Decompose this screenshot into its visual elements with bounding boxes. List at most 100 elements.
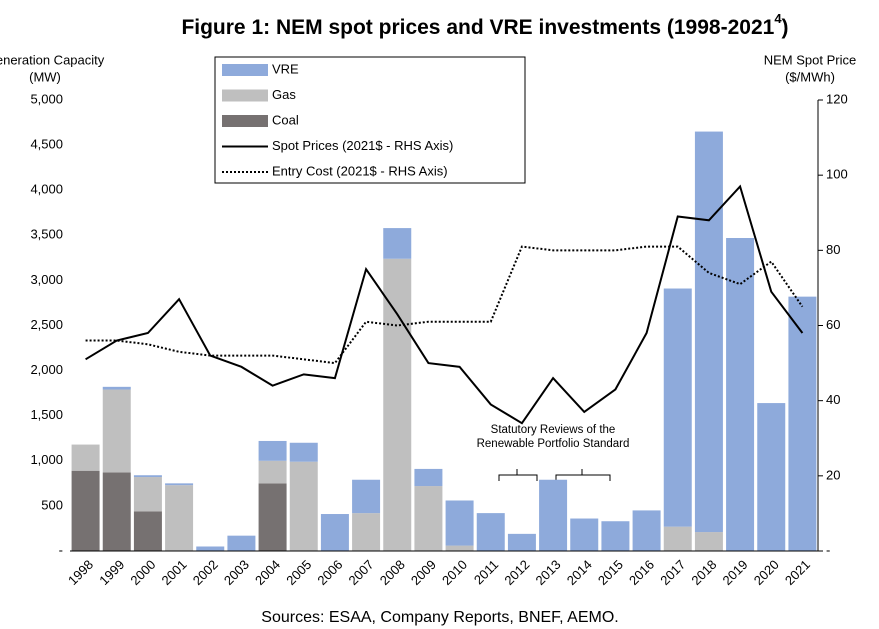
bar bbox=[352, 513, 381, 551]
x-tick-label: 2014 bbox=[564, 557, 595, 588]
bar bbox=[414, 486, 443, 551]
bar bbox=[570, 518, 599, 551]
bar bbox=[133, 477, 162, 512]
title-main: Figure 1: NEM spot prices and VRE invest… bbox=[181, 16, 774, 39]
bar bbox=[165, 485, 194, 551]
x-tick-label: 2013 bbox=[533, 557, 564, 588]
x-tick-label: 2010 bbox=[439, 557, 470, 588]
annotation: Statutory Reviews of the bbox=[491, 424, 616, 436]
title-superscript: 4 bbox=[774, 11, 782, 26]
bar bbox=[133, 511, 162, 551]
bar bbox=[102, 386, 131, 390]
legend-label: Gas bbox=[272, 87, 296, 102]
x-tick-label: 2006 bbox=[314, 557, 345, 588]
bar bbox=[383, 258, 412, 551]
legend-label: Coal bbox=[272, 112, 299, 127]
title-suffix: ) bbox=[782, 16, 789, 39]
x-tick-label: 2001 bbox=[159, 557, 190, 588]
x-tick-label: 2003 bbox=[221, 557, 252, 588]
bar bbox=[102, 472, 131, 551]
legend-label: Entry Cost (2021$ - RHS Axis) bbox=[272, 163, 448, 178]
bar bbox=[601, 521, 630, 551]
bar bbox=[227, 535, 256, 551]
y2-axis-title: NEM Spot Price bbox=[764, 52, 856, 67]
legend-label: Spot Prices (2021$ - RHS Axis) bbox=[272, 138, 453, 153]
x-tick-label: 1999 bbox=[96, 557, 127, 588]
x-tick-label: 2011 bbox=[471, 557, 501, 587]
x-tick-label: 2000 bbox=[127, 557, 158, 588]
y2-tick-label: - bbox=[826, 542, 830, 557]
bar bbox=[258, 440, 287, 461]
bar bbox=[258, 483, 287, 551]
y-tick-label: 2,000 bbox=[30, 362, 63, 377]
x-tick-label: 2008 bbox=[377, 557, 408, 588]
bar bbox=[133, 475, 162, 478]
y-tick-label: 4,000 bbox=[30, 182, 63, 197]
y-tick-label: 2,500 bbox=[30, 317, 63, 332]
bar bbox=[757, 403, 786, 551]
bar bbox=[383, 228, 412, 259]
line bbox=[85, 184, 804, 425]
source: Sources: ESAA, Company Reports, BNEF, AE… bbox=[261, 609, 618, 626]
bar bbox=[726, 238, 755, 552]
bar bbox=[694, 131, 723, 533]
y-axis-title: Generation Capacity bbox=[0, 52, 105, 67]
x-tick-label: 2015 bbox=[595, 557, 626, 588]
y2-tick-label: 120 bbox=[826, 91, 848, 106]
bar bbox=[71, 470, 100, 551]
x-tick-label: 2016 bbox=[626, 557, 657, 588]
bar bbox=[445, 500, 474, 546]
x-tick-label: 2020 bbox=[751, 557, 782, 588]
line bbox=[85, 245, 804, 365]
bar bbox=[539, 479, 568, 551]
x-tick-label: 2017 bbox=[657, 557, 688, 588]
y-tick-label: 1,000 bbox=[30, 452, 63, 467]
x-tick-label: 2009 bbox=[408, 557, 439, 588]
y2-tick-label: 100 bbox=[826, 167, 848, 182]
bar bbox=[289, 461, 318, 551]
y-tick-label: 4,500 bbox=[30, 137, 63, 152]
y2-tick-label: 80 bbox=[826, 242, 840, 257]
y2-tick-label: 40 bbox=[826, 392, 840, 407]
y-tick-label: 500 bbox=[41, 497, 63, 512]
bar bbox=[788, 296, 817, 551]
y-tick-label: 1,500 bbox=[30, 407, 63, 422]
bar bbox=[476, 513, 505, 551]
bar bbox=[320, 514, 349, 551]
bar bbox=[289, 442, 318, 462]
x-tick-label: 2005 bbox=[283, 557, 314, 588]
bar bbox=[102, 389, 131, 473]
bar bbox=[258, 460, 287, 484]
x-tick-label: 2018 bbox=[688, 557, 719, 588]
x-tick-label: 2021 bbox=[782, 557, 813, 588]
bar bbox=[663, 526, 692, 551]
bar bbox=[507, 533, 536, 551]
x-tick-label: 2007 bbox=[346, 557, 377, 588]
x-tick-label: 2019 bbox=[720, 557, 751, 588]
legend-label: VRE bbox=[272, 61, 299, 76]
y-axis-title: (MW) bbox=[29, 69, 61, 84]
y-tick-label: 5,000 bbox=[30, 91, 63, 106]
brace bbox=[498, 469, 538, 481]
y-tick-label: 3,000 bbox=[30, 272, 63, 287]
y2-axis-title: ($/MWh) bbox=[785, 69, 835, 84]
legend-swatch bbox=[222, 115, 268, 127]
bar bbox=[196, 546, 225, 551]
annotation: Renewable Portfolio Standard bbox=[477, 438, 630, 450]
bar bbox=[71, 444, 100, 471]
chart-title: Figure 1: NEM spot prices and VRE invest… bbox=[181, 11, 788, 38]
x-tick-label: 1998 bbox=[65, 557, 96, 588]
y2-tick-label: 60 bbox=[826, 317, 840, 332]
bar bbox=[694, 532, 723, 551]
y2-tick-label: 20 bbox=[826, 467, 840, 482]
x-tick-label: 2012 bbox=[501, 557, 532, 588]
brace bbox=[555, 469, 611, 481]
x-tick-label: 2004 bbox=[252, 557, 283, 588]
bar bbox=[165, 483, 194, 486]
bar bbox=[632, 510, 661, 551]
bar bbox=[352, 479, 381, 514]
bar bbox=[663, 288, 692, 527]
x-tick-label: 2002 bbox=[190, 557, 221, 588]
y-tick-label: - bbox=[59, 542, 63, 557]
